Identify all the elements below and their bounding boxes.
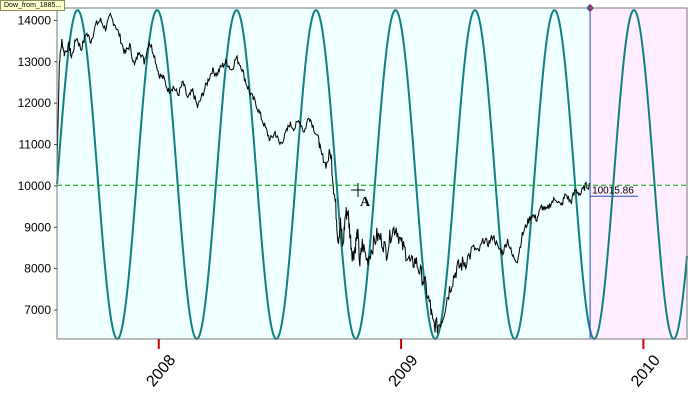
crosshair-label: A (360, 195, 371, 210)
y-tick-label: 9000 (24, 220, 51, 234)
y-tick-label: 7000 (24, 303, 51, 317)
cycle-wave-line (56, 8, 688, 341)
plot-area-forecast (590, 8, 687, 339)
current-value-label: 10015.86 (592, 185, 634, 196)
y-tick-label: 12000 (18, 96, 52, 110)
x-tick-label: 2010 (628, 352, 664, 390)
plot-frame (56, 7, 688, 340)
x-tick-label: 2009 (386, 352, 422, 390)
chart-name-tag[interactable]: Dow_from_1885... (0, 0, 66, 11)
y-tick-label: 13000 (18, 55, 52, 69)
x-tick-label: 2008 (143, 352, 179, 390)
y-tick-label: 11000 (19, 138, 52, 152)
y-tick-label: 10000 (18, 179, 52, 193)
y-tick-label: 14000 (18, 13, 52, 27)
price-line (56, 12, 591, 334)
y-tick-label: 8000 (24, 262, 51, 276)
